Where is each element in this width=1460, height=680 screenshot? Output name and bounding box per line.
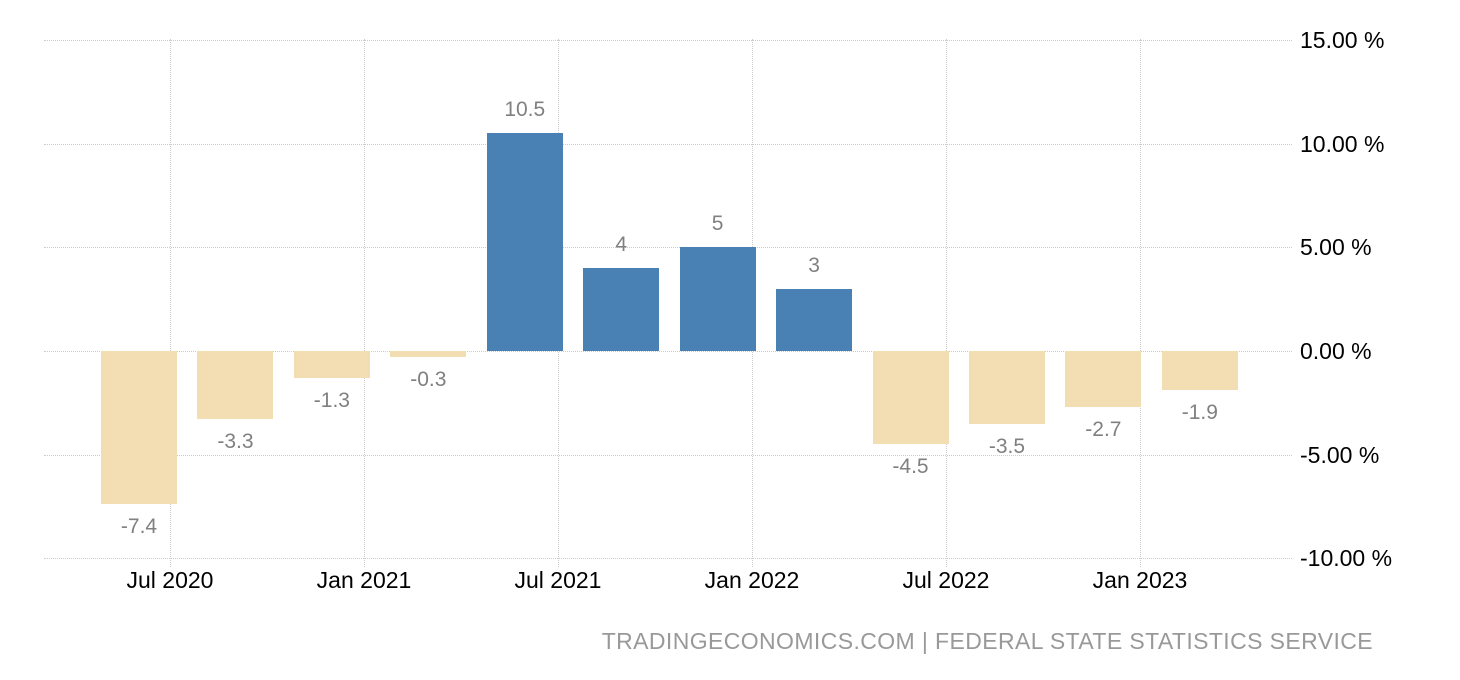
bar-value-label: -1.9 bbox=[1181, 401, 1218, 425]
y-axis-tick-label: -10.00 % bbox=[1300, 545, 1393, 572]
bar[interactable] bbox=[1161, 351, 1238, 391]
x-gridline bbox=[170, 39, 171, 567]
x-axis-tick-label: Jul 2022 bbox=[902, 567, 990, 593]
source-attribution: TRADINGECONOMICS.COM | FEDERAL STATE STA… bbox=[601, 628, 1373, 654]
y-axis-tick-label: 0.00 % bbox=[1300, 338, 1372, 364]
bar[interactable] bbox=[872, 351, 949, 445]
bar[interactable] bbox=[968, 351, 1045, 424]
y-gridline bbox=[44, 558, 1292, 560]
bar-value-label: -3.5 bbox=[988, 434, 1026, 458]
x-axis-tick-label: Jan 2022 bbox=[704, 567, 800, 593]
x-axis-tick-label: Jul 2020 bbox=[126, 567, 214, 593]
y-gridline bbox=[44, 351, 1292, 352]
y-gridline bbox=[44, 247, 1292, 249]
y-gridline bbox=[44, 40, 1292, 42]
x-gridline bbox=[946, 39, 947, 567]
bar[interactable] bbox=[679, 247, 756, 351]
bar-value-label: -0.3 bbox=[410, 368, 447, 392]
bar-value-label: -3.3 bbox=[217, 430, 254, 454]
bar-value-label: -4.5 bbox=[892, 455, 929, 479]
x-axis-tick-label: Jan 2021 bbox=[316, 567, 412, 593]
x-axis-tick-label: Jan 2023 bbox=[1092, 567, 1188, 593]
bar-value-label: 4 bbox=[615, 233, 628, 257]
bar[interactable] bbox=[197, 351, 274, 420]
bar[interactable] bbox=[776, 288, 853, 351]
bar-value-label: 3 bbox=[808, 253, 820, 277]
y-axis-tick-label: 10.00 % bbox=[1300, 130, 1385, 157]
x-gridline bbox=[364, 39, 365, 567]
bar[interactable] bbox=[486, 133, 563, 351]
y-gridline bbox=[44, 143, 1292, 145]
bar[interactable] bbox=[1065, 351, 1142, 407]
bar[interactable] bbox=[293, 351, 370, 378]
bar-value-label: 10.5 bbox=[504, 98, 546, 122]
bar-value-label: -1.3 bbox=[313, 388, 350, 412]
y-axis-tick-label: 5.00 % bbox=[1300, 234, 1372, 261]
y-axis-tick-label: 15.00 % bbox=[1300, 27, 1385, 54]
bar-value-label: 5 bbox=[711, 212, 724, 236]
x-axis-tick-label: Jul 2021 bbox=[514, 567, 602, 593]
y-axis-tick-label: -5.00 % bbox=[1300, 441, 1380, 468]
bar-value-label: -2.7 bbox=[1085, 417, 1122, 441]
x-gridline bbox=[1140, 39, 1141, 567]
bar[interactable] bbox=[583, 268, 660, 351]
y-gridline bbox=[44, 454, 1292, 456]
bar-value-label: -7.4 bbox=[120, 515, 158, 539]
bar[interactable] bbox=[101, 351, 177, 505]
bar[interactable] bbox=[390, 351, 467, 358]
